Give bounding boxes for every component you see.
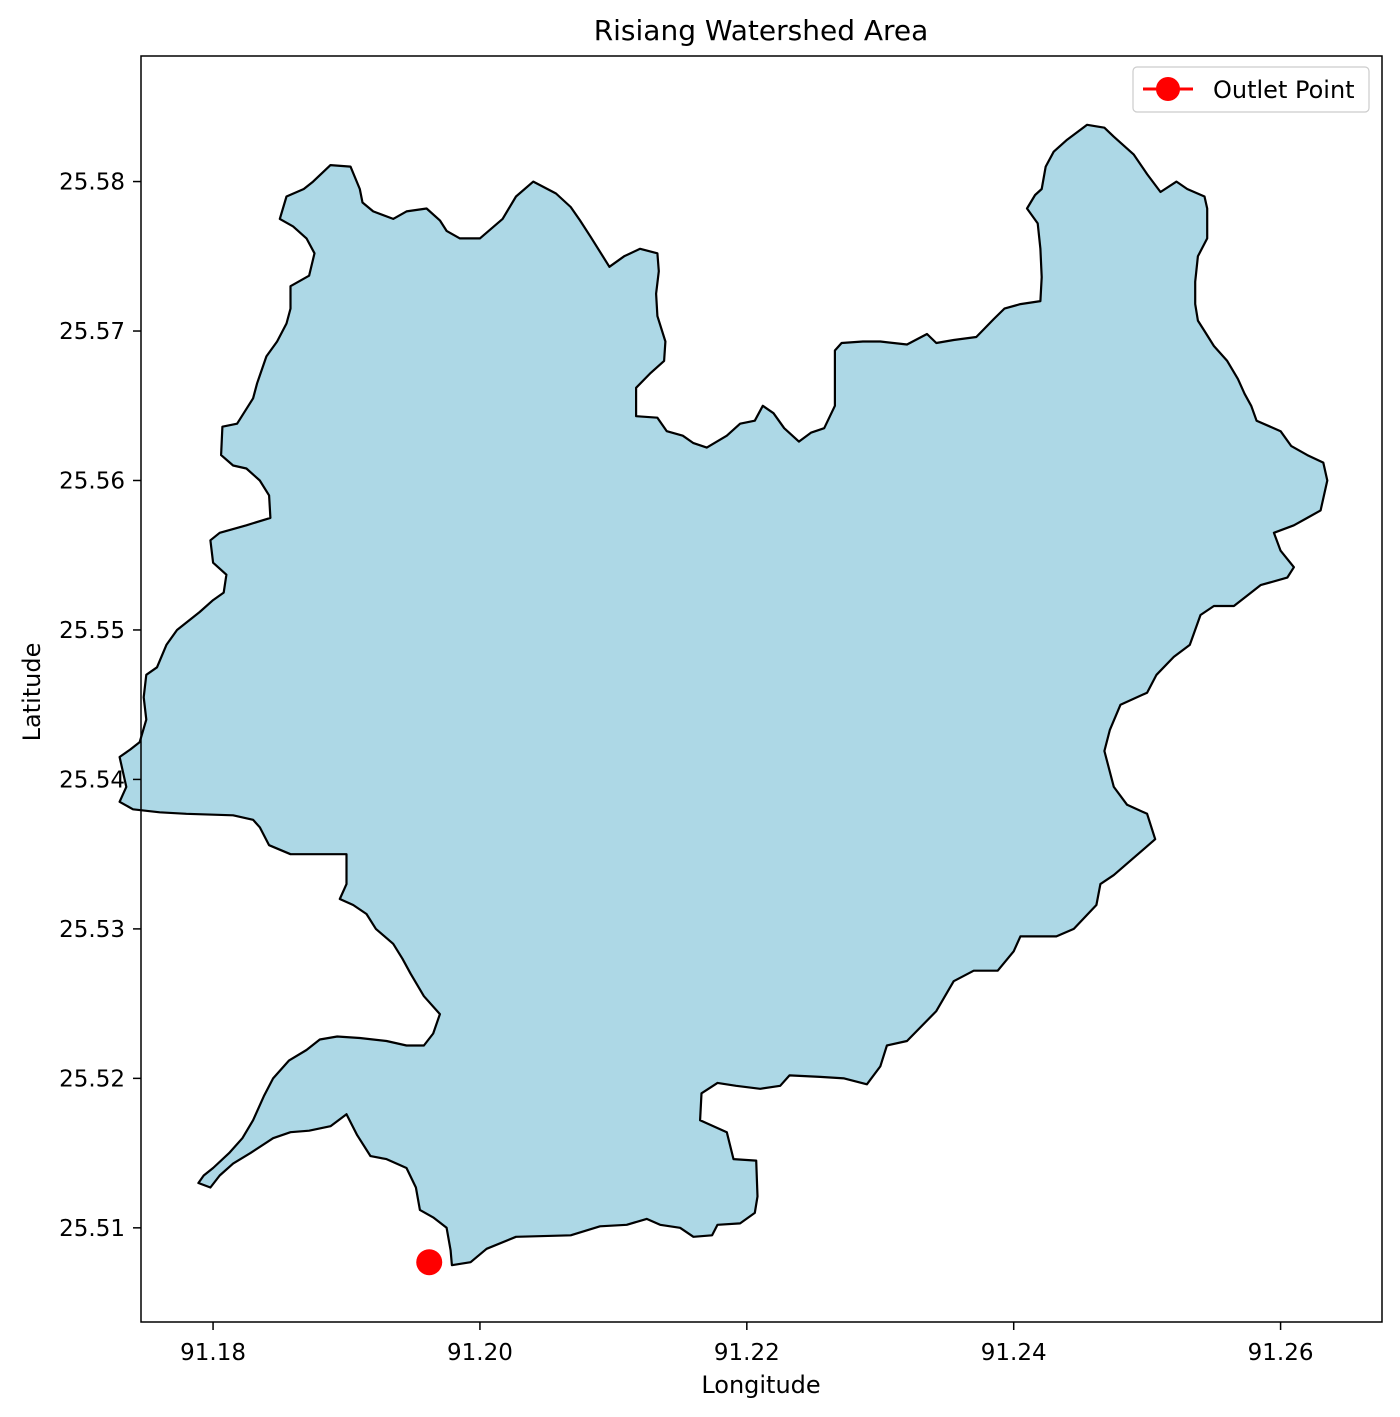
watershed-layer xyxy=(118,123,1329,1267)
plot-frame xyxy=(140,55,1383,1323)
legend: Outlet Point xyxy=(1132,66,1370,113)
x-tick-label: 91.26 xyxy=(1248,1340,1314,1366)
outlet-point-marker xyxy=(416,1249,443,1276)
chart-title: Risiang Watershed Area xyxy=(594,14,929,47)
y-tick-label: 25.54 xyxy=(59,767,125,793)
x-axis: 91.18 91.20 91.22 91.24 91.26 xyxy=(180,1322,1314,1366)
x-tick-label: 91.18 xyxy=(180,1340,246,1366)
x-tick-label: 91.20 xyxy=(447,1340,513,1366)
y-tick-label: 25.57 xyxy=(59,319,125,345)
y-tick-label: 25.52 xyxy=(59,1066,125,1092)
y-tick-label: 25.53 xyxy=(59,917,125,943)
y-tick-label: 25.58 xyxy=(59,170,125,196)
x-axis-label: Longitude xyxy=(701,1371,820,1399)
x-tick-label: 91.22 xyxy=(714,1340,780,1366)
y-axis: 25.51 25.52 25.53 25.54 25.55 25.56 25.57 25.58 xyxy=(59,170,141,1242)
legend-box xyxy=(1132,66,1370,113)
marker-layer xyxy=(416,1249,443,1276)
legend-label: Outlet Point xyxy=(1213,76,1355,104)
watershed-polygon xyxy=(118,123,1329,1267)
x-tick-label: 91.24 xyxy=(981,1340,1047,1366)
y-tick-label: 25.51 xyxy=(59,1216,125,1242)
legend-marker xyxy=(1156,77,1180,101)
y-tick-label: 25.55 xyxy=(59,618,125,644)
y-axis-label: Latitude xyxy=(18,643,46,742)
y-tick-label: 25.56 xyxy=(59,468,125,494)
